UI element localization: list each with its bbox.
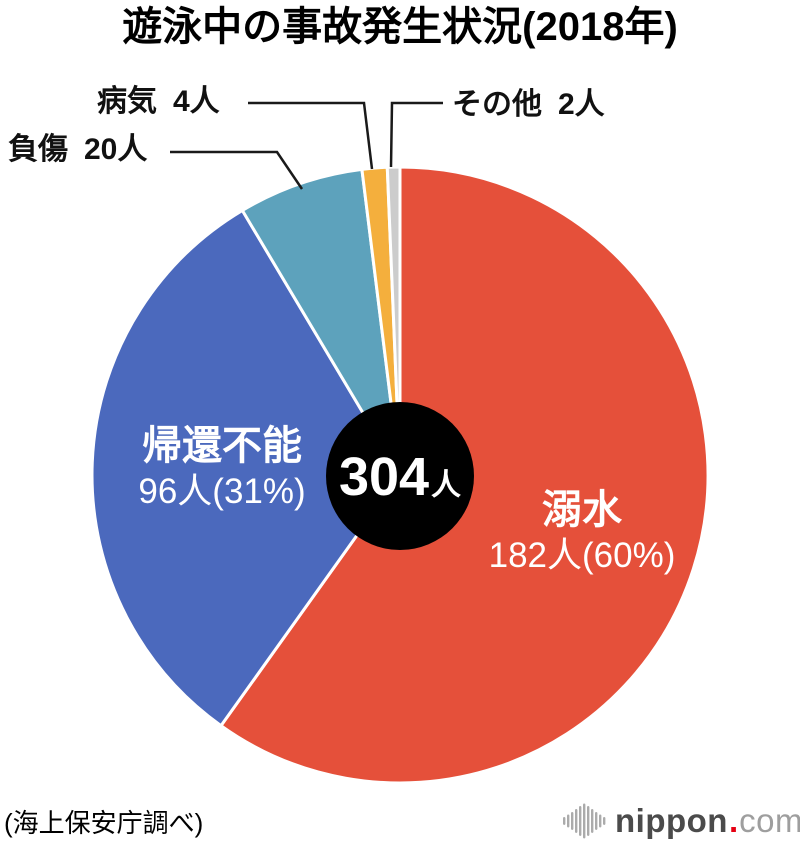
pie-slice-1 bbox=[90, 208, 402, 728]
slice-label-drowning-value: 182人(60%) bbox=[488, 536, 676, 575]
donut-center-total: 304 人 bbox=[339, 446, 461, 508]
callout-sickness-label: 病気 bbox=[97, 85, 157, 118]
callout-injury: 負傷 20人 bbox=[8, 132, 147, 168]
leader-line-sickness bbox=[248, 101, 374, 170]
nippon-logo-tld: com bbox=[739, 802, 800, 839]
nippon-logo: nippon. com bbox=[562, 799, 800, 843]
slice-label-unable-to-return: 帰還不能 96人(31%) bbox=[138, 422, 305, 514]
pie-slice-4 bbox=[385, 165, 402, 477]
nippon-logo-dot: . bbox=[728, 802, 739, 839]
slice-label-drowning: 溺水 182人(60%) bbox=[489, 486, 676, 578]
leader-line-other bbox=[389, 101, 443, 168]
slice-label-unable-to-return-name: 帰還不能 bbox=[141, 424, 302, 468]
chart-title: 遊泳中の事故発生状況(2018年) bbox=[122, 5, 678, 49]
callout-injury-count: 20人 bbox=[84, 133, 148, 166]
leader-lines bbox=[170, 101, 443, 190]
callout-other-label: その他 bbox=[452, 88, 542, 121]
slice-label-unable-to-return-value: 96人(31%) bbox=[138, 472, 306, 511]
callout-injury-label: 負傷 bbox=[8, 133, 68, 166]
callout-sickness-count: 4人 bbox=[173, 85, 220, 118]
callout-other-count: 2人 bbox=[558, 88, 605, 121]
total-value: 304 bbox=[338, 447, 430, 507]
slice-label-drowning-name: 溺水 bbox=[541, 488, 622, 532]
callout-sickness: 病気 4人 bbox=[97, 84, 220, 120]
callout-other: その他 2人 bbox=[452, 87, 605, 123]
total-unit: 人 bbox=[431, 469, 462, 502]
pie-slice-2 bbox=[240, 167, 402, 477]
soundwave-bars-icon bbox=[563, 803, 606, 839]
nippon-logo-name: nippon bbox=[615, 802, 728, 839]
source-note: (海上保安庁調べ) bbox=[4, 808, 204, 838]
leader-line-injury bbox=[170, 150, 304, 190]
donut-hole bbox=[326, 402, 474, 550]
